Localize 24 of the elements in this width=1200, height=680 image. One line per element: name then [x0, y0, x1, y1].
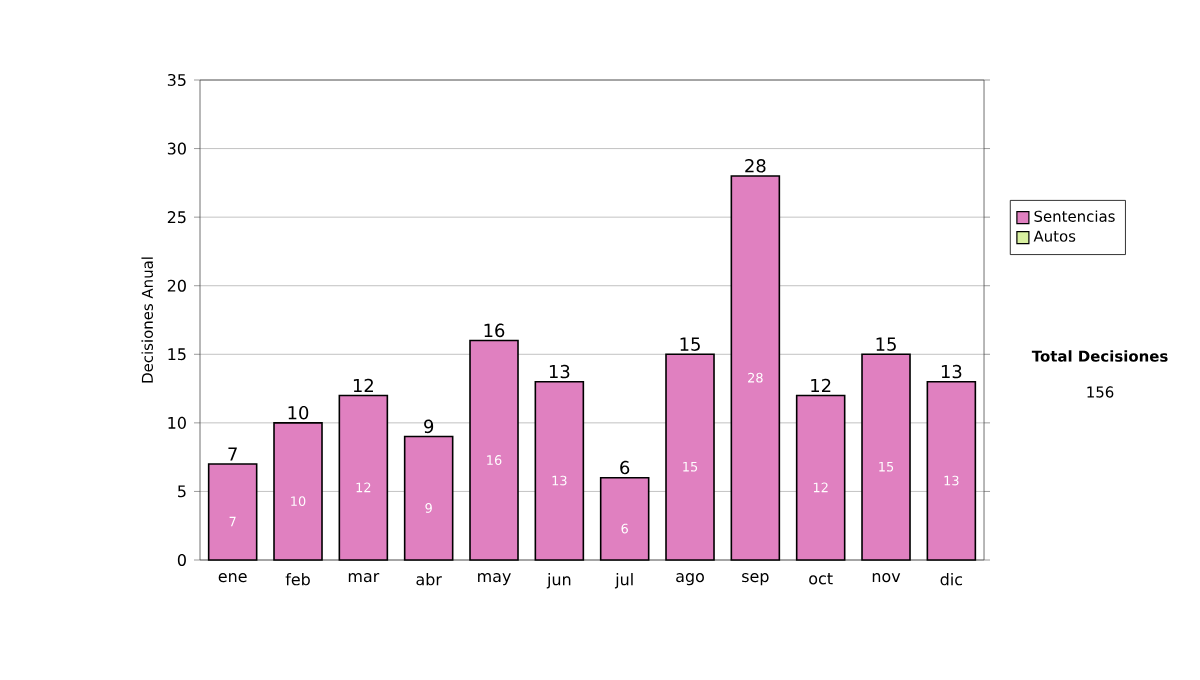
- bar: [861, 353, 911, 561]
- bar: [403, 435, 454, 561]
- bar: [338, 394, 389, 561]
- total-label: 10: [288, 405, 309, 420]
- bar: [469, 339, 519, 561]
- bar: [534, 380, 585, 561]
- total-label: 13: [549, 364, 570, 379]
- total-label: 9: [424, 419, 434, 434]
- total-label: 7: [228, 447, 237, 461]
- bar: [795, 394, 846, 561]
- total-label: 15: [876, 337, 896, 351]
- total-label: 6: [620, 460, 630, 475]
- bar: [207, 463, 258, 561]
- total-label: 13: [941, 364, 962, 379]
- total-label: 15: [680, 337, 700, 351]
- bar: [926, 380, 977, 561]
- bar: [665, 353, 715, 561]
- total-label: 28: [745, 159, 766, 173]
- total-label: 16: [484, 323, 505, 338]
- bar: [599, 476, 650, 561]
- total-label: 12: [811, 378, 831, 393]
- bar: [273, 422, 323, 561]
- bar: [730, 175, 781, 561]
- total-label: 12: [353, 378, 373, 393]
